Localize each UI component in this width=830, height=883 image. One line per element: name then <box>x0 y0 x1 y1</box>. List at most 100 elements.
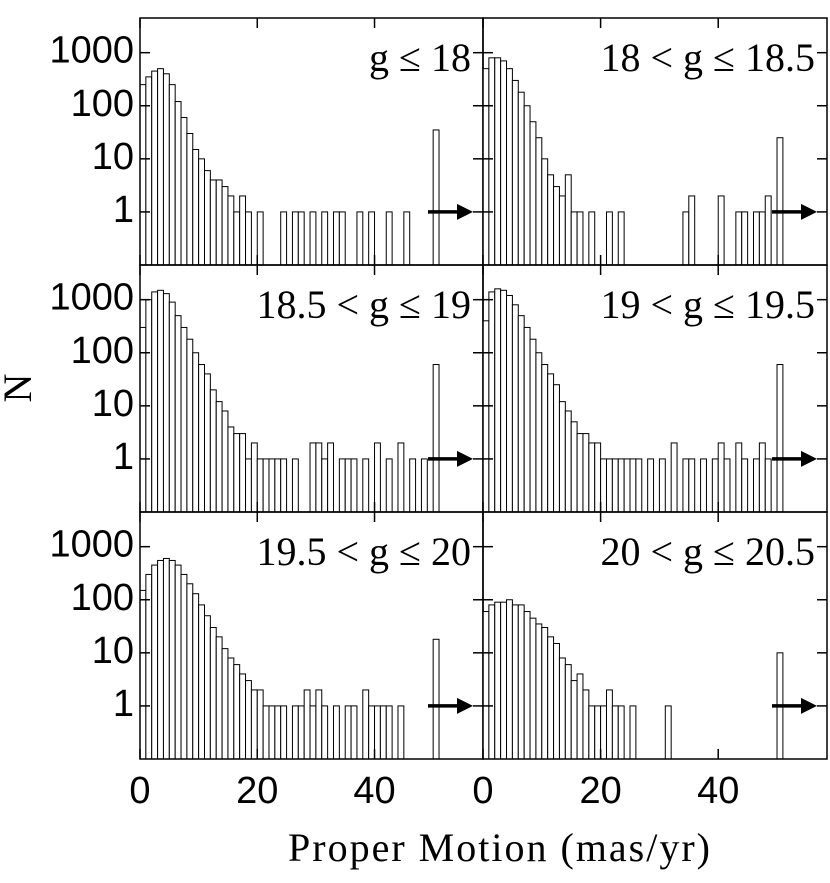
bar <box>576 433 584 513</box>
panel-title: 18.5 < g ≤ 19 <box>256 282 471 327</box>
bar <box>309 442 317 513</box>
bar <box>588 211 596 266</box>
bar <box>500 289 508 513</box>
overflow-arrowhead <box>801 203 817 220</box>
bar <box>309 705 317 760</box>
y-tick-label: 10 <box>92 383 134 425</box>
bar <box>500 60 508 266</box>
bar <box>233 211 241 266</box>
bar <box>535 137 543 266</box>
bar <box>368 705 376 760</box>
bar <box>162 557 170 760</box>
bar <box>758 211 766 266</box>
bar <box>409 458 417 513</box>
bar <box>186 133 194 266</box>
x-tick-label: 0 <box>472 770 493 812</box>
bar <box>280 705 288 760</box>
bar <box>764 195 772 266</box>
bar <box>529 121 537 266</box>
y-tick-label: 1000 <box>49 30 134 72</box>
bar <box>198 158 205 266</box>
bar <box>192 352 200 513</box>
bar <box>215 636 223 760</box>
bar <box>291 705 299 760</box>
bar <box>623 458 631 513</box>
bar <box>362 458 370 513</box>
bar <box>245 211 252 266</box>
bar <box>432 129 440 266</box>
bar <box>535 352 543 513</box>
bar <box>717 442 725 513</box>
panel-title: 19.5 < g ≤ 20 <box>256 529 471 574</box>
bar <box>198 604 205 760</box>
bar <box>239 433 247 513</box>
bar <box>180 573 188 760</box>
bar <box>374 705 381 760</box>
bar <box>535 623 543 760</box>
bar <box>338 458 346 513</box>
bar <box>553 642 560 760</box>
bar <box>233 433 241 513</box>
bar <box>617 211 625 266</box>
bar <box>274 705 282 760</box>
bar <box>356 211 364 266</box>
bar <box>735 211 743 266</box>
bar <box>262 458 270 513</box>
x-axis-label: Proper Motion (mas/yr) <box>288 825 712 870</box>
bar <box>344 705 352 760</box>
bar <box>162 293 170 513</box>
bar <box>274 458 282 513</box>
bar <box>717 195 725 266</box>
bar <box>594 705 602 760</box>
bar <box>541 364 549 513</box>
bar <box>227 195 235 266</box>
bar <box>227 426 235 513</box>
bar <box>570 421 578 513</box>
bar <box>209 179 217 266</box>
bar <box>268 458 276 513</box>
bar <box>245 458 252 513</box>
bar <box>215 179 223 266</box>
bar <box>494 57 502 266</box>
x-tick-label: 0 <box>129 770 150 812</box>
bar <box>203 373 211 513</box>
bar <box>332 705 340 760</box>
bar <box>203 170 211 266</box>
bar <box>139 84 147 266</box>
bar <box>168 559 176 760</box>
bar <box>764 458 772 513</box>
bar <box>321 211 329 266</box>
bar <box>180 117 188 266</box>
bar <box>432 638 440 760</box>
bar <box>517 91 525 266</box>
bar <box>403 211 411 266</box>
bar <box>139 326 147 513</box>
bar <box>162 73 170 266</box>
y-tick-label: 100 <box>71 577 134 619</box>
y-tick-label: 10 <box>92 136 134 178</box>
bar <box>315 442 323 513</box>
bar <box>741 458 749 513</box>
panel-title: 20 < g ≤ 20.5 <box>600 529 815 574</box>
bar <box>291 211 299 266</box>
bar <box>362 689 370 760</box>
overflow-arrowhead <box>457 450 473 467</box>
bar <box>600 458 607 513</box>
y-axis-label: N <box>0 374 40 403</box>
bar <box>303 689 311 760</box>
bar <box>588 705 596 760</box>
bar <box>157 68 164 266</box>
bar <box>186 583 194 760</box>
bar <box>523 326 531 513</box>
panel-title: 19 < g ≤ 19.5 <box>600 282 815 327</box>
bar <box>576 673 584 760</box>
bar <box>758 442 766 513</box>
bar <box>227 657 235 760</box>
bar <box>250 442 258 513</box>
bar <box>297 705 305 760</box>
bar <box>221 648 229 760</box>
bar <box>209 389 217 513</box>
bar <box>582 689 590 760</box>
bar <box>605 458 613 513</box>
